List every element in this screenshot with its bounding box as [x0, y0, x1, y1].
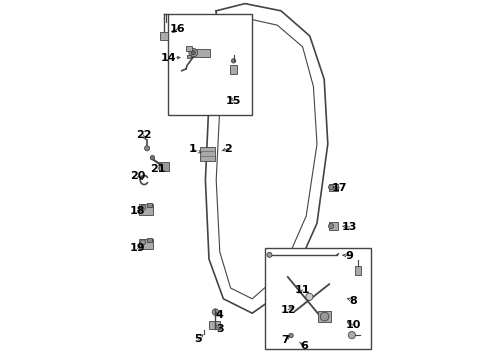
Circle shape: [328, 185, 334, 190]
Text: 7: 7: [281, 335, 289, 345]
Text: 1: 1: [189, 144, 196, 154]
Circle shape: [150, 156, 155, 160]
Bar: [187, 55, 191, 58]
Text: 12: 12: [280, 305, 296, 315]
Bar: [168, 14, 252, 115]
Bar: [318, 311, 331, 322]
Text: 3: 3: [216, 324, 223, 334]
Text: 19: 19: [130, 243, 146, 253]
Bar: [159, 162, 169, 171]
Bar: [329, 222, 338, 230]
Bar: [265, 248, 371, 349]
Text: 15: 15: [226, 96, 241, 106]
Text: 13: 13: [342, 222, 357, 232]
Text: 2: 2: [224, 144, 232, 154]
Bar: [329, 184, 338, 191]
Bar: [209, 321, 220, 329]
Text: 10: 10: [345, 320, 361, 330]
Text: 9: 9: [345, 251, 353, 261]
Circle shape: [212, 309, 219, 315]
Bar: [230, 65, 237, 74]
Text: 4: 4: [216, 310, 224, 320]
Text: 8: 8: [349, 296, 357, 306]
Text: 20: 20: [130, 171, 146, 181]
Circle shape: [348, 332, 355, 339]
Circle shape: [191, 50, 196, 55]
Text: 18: 18: [130, 206, 146, 216]
Bar: [355, 266, 362, 275]
Text: 5: 5: [195, 334, 202, 344]
Bar: [139, 239, 153, 249]
Bar: [190, 49, 210, 57]
Text: 17: 17: [332, 183, 347, 193]
Bar: [139, 204, 153, 215]
Text: 22: 22: [136, 130, 151, 140]
Circle shape: [320, 312, 329, 321]
Bar: [160, 32, 168, 40]
Text: 14: 14: [161, 53, 176, 63]
Circle shape: [231, 59, 236, 63]
Circle shape: [289, 333, 293, 338]
Circle shape: [141, 205, 146, 210]
Circle shape: [328, 224, 334, 229]
Text: 6: 6: [300, 341, 308, 351]
Circle shape: [267, 252, 272, 257]
Bar: [199, 147, 215, 161]
Circle shape: [189, 48, 197, 57]
Circle shape: [306, 293, 313, 300]
Text: 21: 21: [150, 164, 166, 174]
Bar: [147, 238, 152, 242]
Bar: [147, 203, 152, 207]
Circle shape: [141, 240, 146, 245]
Circle shape: [145, 146, 149, 151]
Text: 11: 11: [295, 285, 310, 295]
Text: 16: 16: [170, 24, 185, 34]
Bar: [186, 46, 192, 51]
